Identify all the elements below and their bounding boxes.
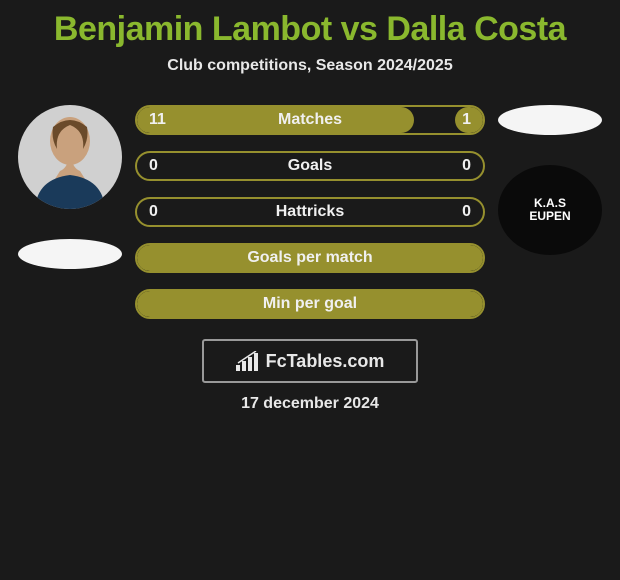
player-right-club-badge: K.A.S EUPEN [498, 165, 602, 255]
player-left-avatar [18, 105, 122, 209]
stat-value-right: 1 [462, 111, 471, 129]
player-right-club-oval [498, 105, 602, 135]
person-icon [25, 109, 115, 209]
page-title: Benjamin Lambot vs Dalla Costa [0, 10, 620, 49]
date-label: 17 december 2024 [0, 395, 620, 413]
stat-row: Min per goal [135, 289, 485, 319]
stat-label: Hattricks [276, 203, 344, 221]
stat-label: Goals per match [247, 249, 372, 267]
stat-row: Goals per match [135, 243, 485, 273]
stat-row: 0 0 Hattricks [135, 197, 485, 227]
stat-label: Goals [288, 157, 332, 175]
stat-value-left: 0 [149, 157, 158, 175]
subtitle: Club competitions, Season 2024/2025 [0, 57, 620, 75]
player-left-club-oval [18, 239, 122, 269]
stat-value-right: 0 [462, 203, 471, 221]
club-badge-line1: K.A.S EUPEN [529, 197, 570, 223]
stat-value-right: 0 [462, 157, 471, 175]
comparison-card: Benjamin Lambot vs Dalla Costa Club comp… [0, 0, 620, 413]
stats-list: 111Matches00Goals00HattricksGoals per ma… [135, 105, 485, 319]
stat-label: Matches [278, 111, 342, 129]
stat-row: 0 0 Goals [135, 151, 485, 181]
stat-row: 111Matches [135, 105, 485, 135]
stat-value-left: 0 [149, 203, 158, 221]
player-right-column: K.A.S EUPEN [490, 105, 610, 255]
stat-fill-left [137, 107, 414, 133]
brand-box[interactable]: FcTables.com [202, 339, 418, 383]
player-left-column [10, 105, 130, 269]
comparison-body: K.A.S EUPEN 111Matches00Goals00Hattricks… [0, 105, 620, 319]
stat-value-left: 11 [149, 111, 166, 129]
chart-icon [236, 351, 260, 371]
stat-label: Min per goal [263, 295, 357, 313]
brand-label: FcTables.com [266, 351, 385, 372]
